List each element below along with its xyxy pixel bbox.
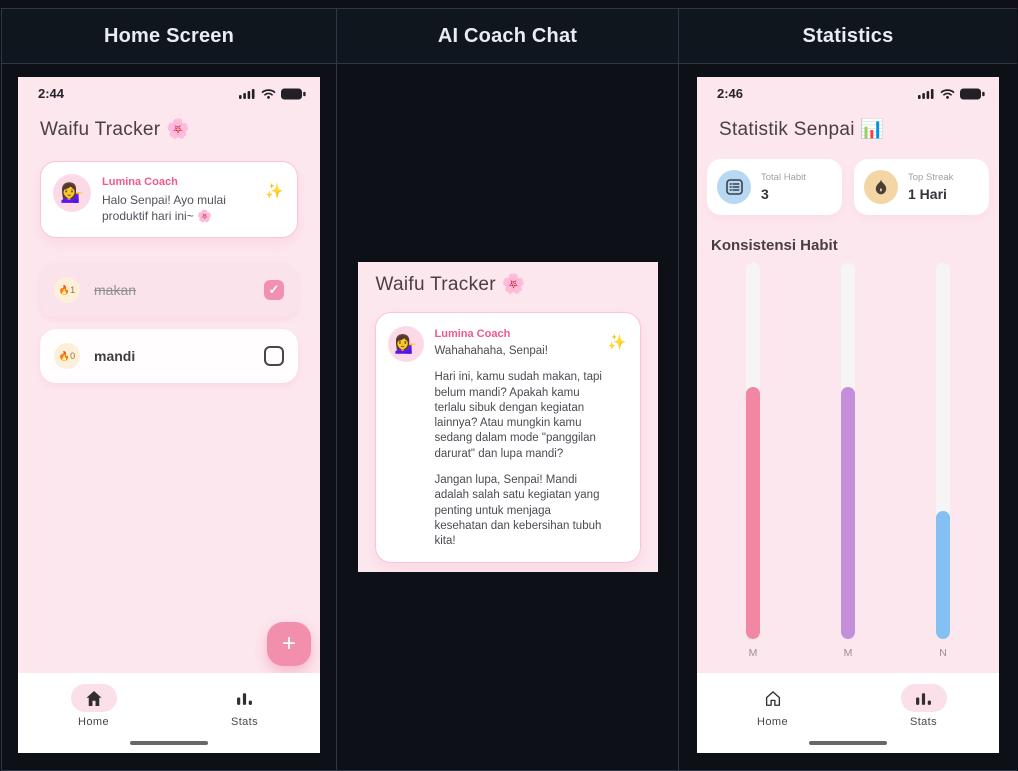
bottom-nav: Home Stats: [18, 673, 320, 753]
chart-bar: N: [936, 263, 950, 660]
coach-avatar: 💁‍♀️: [387, 326, 424, 362]
flame-icon: 🔥: [58, 284, 71, 295]
nav-active-pill: [70, 684, 117, 712]
chat-message-card: 💁‍♀️ Lumina Coach Wahahahaha, Senpai! Ha…: [374, 312, 641, 564]
wifi-icon: [940, 89, 955, 99]
bar-chart-icon: [916, 692, 931, 705]
home-screen-phone: 2:44 Waifu Tracker 🌸 💁‍♀️ Lumina Coach H…: [18, 77, 320, 753]
streak-badge: 🔥 1: [54, 277, 80, 304]
stat-text: Total Habit 3: [761, 172, 806, 202]
bar-fill: [936, 511, 950, 639]
coach-message-card: 💁‍♀️ Lumina Coach Halo Senpai! Ayo mulai…: [40, 161, 298, 239]
flame-icon: 🔥: [58, 350, 71, 361]
signal-icon: [239, 89, 255, 99]
wifi-icon: [261, 89, 276, 99]
bar-label: M: [748, 647, 758, 659]
habit-name: makan: [94, 282, 137, 299]
cell-statistics: 2:46 Statistik Senpai 📊 Total Habit 3: [679, 64, 1017, 770]
nav-tab-stats[interactable]: Stats: [169, 673, 320, 753]
nav-label: Stats: [230, 716, 259, 728]
summary-cards: Total Habit 3 Top Streak 1 Hari: [707, 159, 989, 215]
nav-label: Home: [78, 716, 109, 728]
bar-track: [841, 263, 855, 639]
status-bar: 2:44: [18, 77, 320, 101]
bar-label: M: [843, 647, 853, 659]
streak-count: 1: [70, 285, 76, 296]
stats-screen-phone: 2:46 Statistik Senpai 📊 Total Habit 3: [697, 77, 999, 753]
app-title: Waifu Tracker 🌸: [40, 119, 190, 140]
nav-tab-home[interactable]: Home: [18, 673, 169, 753]
chat-greeting: Wahahahaha, Senpai!: [434, 345, 548, 357]
top-streak-card: Top Streak 1 Hari: [854, 159, 989, 215]
stats-title: Statistik Senpai 📊: [719, 119, 885, 140]
sparkle-icon: ✨: [265, 183, 284, 200]
screenshot-table: Home Screen AI Coach Chat Statistics 2:4…: [1, 8, 1017, 771]
stat-text: Top Streak 1 Hari: [908, 172, 953, 202]
habit-checkbox-checked[interactable]: ✓: [264, 280, 284, 301]
cell-ai-coach-chat: Waifu Tracker 🌸 💁‍♀️ Lumina Coach Wahaha…: [337, 64, 678, 770]
list-icon: [717, 170, 751, 204]
column-header-stats: Statistics: [679, 9, 1017, 63]
chat-text-block: Lumina Coach Wahahahaha, Senpai! Hari in…: [435, 326, 607, 549]
stat-label: Total Habit: [761, 172, 806, 183]
stat-value: 3: [761, 186, 769, 202]
home-indicator[interactable]: [809, 741, 887, 745]
nav-label: Home: [757, 716, 788, 728]
habit-name: mandi: [94, 348, 136, 365]
total-habit-card: Total Habit 3: [707, 159, 842, 215]
habit-row-mandi[interactable]: 🔥 0 mandi: [40, 329, 298, 384]
signal-icon: [918, 89, 934, 99]
chart-bar: M: [746, 263, 760, 660]
habit-row-makan[interactable]: 🔥 1 makan ✓: [40, 263, 298, 318]
coach-message: Halo Senpai! Ayo mulai produktif hari in…: [102, 193, 226, 224]
chat-paragraph: Hari ini, kamu sudah makan, tapi belum m…: [434, 371, 602, 460]
section-title: Konsistensi Habit: [711, 237, 838, 254]
home-icon: [86, 690, 101, 706]
stat-value: 1 Hari: [908, 186, 947, 202]
bar-label: N: [939, 647, 947, 659]
home-indicator[interactable]: [130, 741, 208, 745]
bar-fill: [746, 387, 760, 639]
coach-text-block: Lumina Coach Halo Senpai! Ayo mulai prod…: [102, 174, 262, 224]
status-bar: 2:46: [697, 77, 999, 101]
cell-home-screen: 2:44 Waifu Tracker 🌸 💁‍♀️ Lumina Coach H…: [2, 64, 336, 770]
streak-badge: 🔥 0: [54, 343, 80, 370]
coach-name: Lumina Coach: [434, 328, 511, 340]
sparkle-icon: ✨: [607, 334, 627, 351]
chart-bar: M: [841, 263, 855, 660]
nav-pill: [222, 684, 268, 712]
coach-name: Lumina Coach: [102, 176, 178, 188]
habit-consistency-chart: M M N: [697, 263, 999, 660]
bottom-nav: Home Stats: [697, 673, 999, 753]
bar-track: [746, 263, 760, 639]
status-icons: [239, 88, 306, 100]
flame-icon: [864, 170, 898, 204]
nav-tab-stats[interactable]: Stats: [848, 673, 999, 753]
status-time: 2:46: [717, 86, 744, 101]
status-icons: [918, 88, 985, 100]
streak-count: 0: [70, 351, 76, 362]
stat-label: Top Streak: [908, 172, 954, 183]
status-time: 2:44: [38, 86, 65, 101]
chat-paragraph: Jangan lupa, Senpai! Mandi adalah salah …: [434, 473, 602, 548]
battery-icon: [960, 88, 985, 99]
bar-chart-icon: [237, 692, 252, 705]
app-title: Waifu Tracker 🌸: [375, 274, 526, 295]
coach-avatar: 💁‍♀️: [53, 174, 91, 212]
nav-pill: [750, 684, 796, 712]
nav-active-pill: [900, 684, 947, 712]
add-habit-fab[interactable]: +: [267, 622, 311, 666]
nav-tab-home[interactable]: Home: [697, 673, 848, 753]
bar-fill: [841, 387, 855, 639]
bar-track: [936, 263, 950, 639]
column-header-chat: AI Coach Chat: [337, 9, 678, 63]
home-outline-icon: [765, 690, 780, 706]
nav-label: Stats: [909, 716, 938, 728]
chat-screen-phone: Waifu Tracker 🌸 💁‍♀️ Lumina Coach Wahaha…: [357, 262, 658, 572]
column-header-home: Home Screen: [2, 9, 336, 63]
habit-checkbox-unchecked[interactable]: [264, 346, 284, 367]
battery-icon: [281, 88, 306, 99]
